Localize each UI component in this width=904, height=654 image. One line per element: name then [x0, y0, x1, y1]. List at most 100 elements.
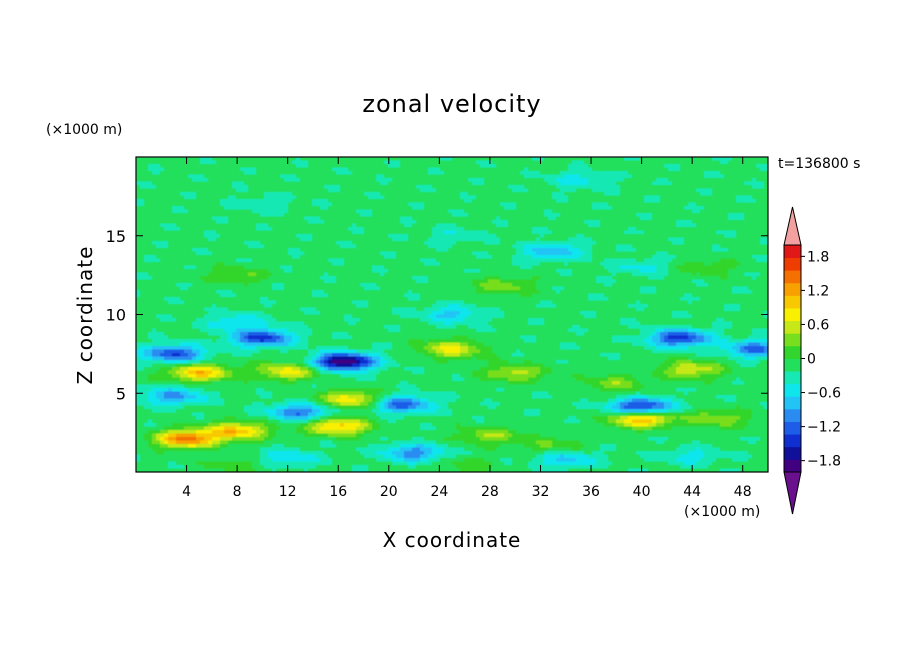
contour-cell	[712, 223, 717, 228]
contour-cell	[676, 178, 681, 183]
contour-cell	[516, 199, 521, 204]
contour-cell	[568, 181, 573, 186]
contour-cell	[212, 227, 217, 232]
contour-cell	[460, 223, 465, 228]
contour-cell	[144, 265, 149, 270]
contour-cell	[280, 195, 285, 200]
contour-cell	[620, 209, 625, 214]
contour-cell	[756, 195, 761, 200]
contour-cell	[400, 178, 405, 183]
contour-cell	[300, 192, 305, 197]
contour-cell	[684, 258, 689, 263]
contour-cell	[176, 237, 181, 242]
contour-cell	[304, 223, 309, 228]
contour-cell	[476, 199, 481, 204]
contour-cell	[484, 220, 489, 225]
contour-cell	[372, 220, 377, 225]
contour-cell	[544, 209, 549, 214]
contour-cell	[520, 220, 525, 225]
contour-cell	[180, 164, 185, 169]
contour-cell	[228, 164, 233, 169]
contour-cell	[344, 157, 349, 162]
contour-cell	[200, 237, 205, 242]
contour-cell	[700, 185, 705, 190]
contour-cell	[656, 202, 661, 207]
contour-cell	[436, 216, 441, 221]
contour-cell	[296, 258, 301, 263]
contour-cell	[320, 251, 325, 256]
contour-cell	[668, 174, 673, 179]
contour-cell	[184, 178, 189, 183]
contour-cell	[464, 195, 469, 200]
contour-cell	[592, 178, 597, 183]
contour-cell	[420, 206, 425, 211]
contour-cell	[364, 192, 369, 197]
contour-cell	[412, 195, 417, 200]
contour-cell	[192, 206, 197, 211]
contour-cell	[392, 248, 397, 253]
contour-cell	[532, 237, 537, 242]
contour-cell	[712, 209, 717, 214]
contour-cell	[696, 174, 701, 179]
contour-cell	[356, 206, 361, 211]
contour-cell	[208, 223, 213, 228]
contour-cell	[492, 199, 497, 204]
contour-cell	[288, 223, 293, 228]
contour-cell	[240, 258, 245, 263]
contour-cell	[596, 206, 601, 211]
contour-cell	[508, 265, 513, 270]
contour-cell	[744, 227, 749, 232]
contour-cell	[324, 244, 329, 249]
contour-cell	[604, 167, 609, 172]
contour-cell	[744, 251, 749, 256]
contour-cell	[540, 216, 545, 221]
contour-cell	[604, 199, 609, 204]
contour-cell	[280, 223, 285, 228]
contour-cell	[436, 157, 441, 162]
contour-cell	[368, 195, 373, 200]
contour-cell	[764, 244, 768, 249]
contour-cell	[456, 213, 461, 218]
contour-cell	[668, 185, 673, 190]
contour-cell	[140, 258, 145, 263]
contour-cell	[220, 202, 225, 207]
contour-cell	[444, 237, 449, 242]
contour-cell	[256, 209, 261, 214]
contour-cell	[756, 220, 761, 225]
contour-cell	[368, 237, 373, 242]
contour-cell	[468, 251, 473, 256]
contour-cell	[556, 213, 561, 218]
contour-cell	[256, 178, 261, 183]
contour-cell	[416, 192, 421, 197]
contour-cell	[692, 188, 697, 193]
contour-cell	[580, 248, 585, 253]
contour-cell	[436, 237, 441, 242]
contour-cell	[584, 178, 589, 183]
contour-cell	[300, 181, 305, 186]
contour-cell	[464, 262, 469, 267]
contour-cell	[660, 223, 665, 228]
contour-cell	[400, 185, 405, 190]
contour-cell	[468, 167, 473, 172]
contour-cell	[184, 237, 189, 242]
contour-cell	[436, 195, 441, 200]
contour-cell	[644, 255, 649, 260]
contour-cell	[520, 234, 525, 239]
contour-cell	[748, 255, 753, 260]
contour-cell	[504, 167, 509, 172]
contour-cell	[476, 251, 481, 256]
contour-cell	[404, 157, 409, 162]
contour-cell	[148, 167, 153, 172]
contour-cell	[332, 255, 337, 260]
contour-cell	[376, 167, 381, 172]
contour-cell	[748, 160, 753, 165]
contour-cell	[332, 167, 337, 172]
contour-cell	[440, 220, 445, 225]
contour-cell	[700, 206, 705, 211]
contour-cell	[196, 220, 201, 225]
contour-cell	[248, 181, 253, 186]
contour-cell	[480, 265, 485, 270]
contour-cell	[504, 157, 509, 162]
contour-cell	[564, 220, 569, 225]
contour-cell	[176, 248, 181, 253]
